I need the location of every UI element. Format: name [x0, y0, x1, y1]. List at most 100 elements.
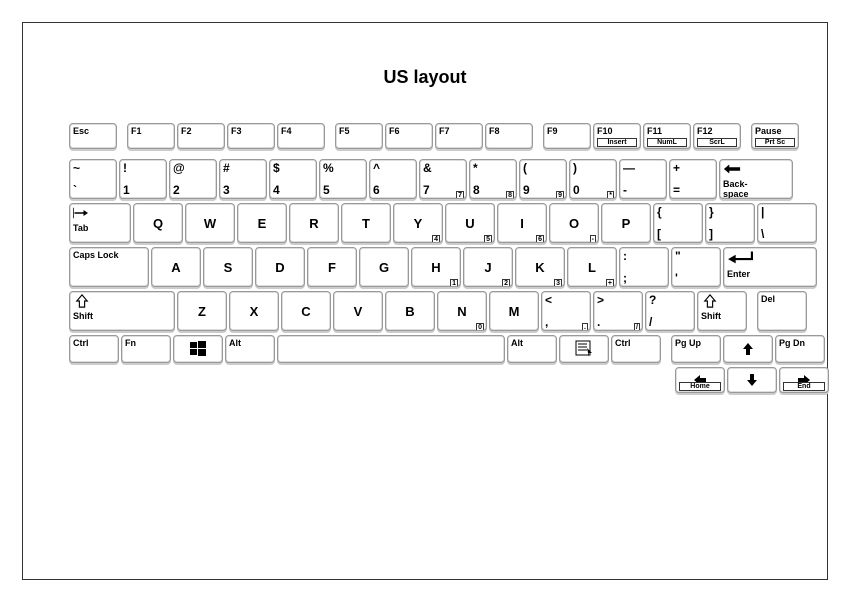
key-m[interactable]: M [489, 291, 539, 331]
key-5[interactable]: %5 [319, 159, 367, 199]
key-9[interactable]: (99 [519, 159, 567, 199]
key-label: Shift [73, 311, 171, 321]
key-k[interactable]: K3 [515, 247, 565, 287]
key-s[interactable]: S [203, 247, 253, 287]
key-j[interactable]: J2 [463, 247, 513, 287]
key-o[interactable]: O- [549, 203, 599, 243]
key-capslock[interactable]: Caps Lock [69, 247, 149, 287]
key-pause[interactable]: PausePrt Sc [751, 123, 799, 149]
key-pgup[interactable]: Pg Up [671, 335, 721, 363]
key-7[interactable]: &77 [419, 159, 467, 199]
key-c[interactable]: C [281, 291, 331, 331]
key-lctrl[interactable]: Ctrl [69, 335, 119, 363]
row-number: ~`!1@2#3$4%5^6&77*88(99)0*—-+=Back- spac… [69, 159, 829, 199]
key-pgdn[interactable]: Pg Dn [775, 335, 825, 363]
key-g[interactable]: G [359, 247, 409, 287]
key-z[interactable]: Z [177, 291, 227, 331]
key-6[interactable]: ^6 [369, 159, 417, 199]
key-f[interactable]: F [307, 247, 357, 287]
key-lbracket[interactable]: {[ [653, 203, 703, 243]
key-r[interactable]: R [289, 203, 339, 243]
key-rctrl[interactable]: Ctrl [611, 335, 661, 363]
key-left[interactable]: Home [675, 367, 725, 393]
key-letter: S [207, 250, 249, 284]
key-upper: ? [649, 294, 691, 306]
key-f7[interactable]: F7 [435, 123, 483, 149]
key-lshift[interactable]: Shift [69, 291, 175, 331]
key-rbracket[interactable]: }] [705, 203, 755, 243]
key-fn[interactable]: Fn [121, 335, 171, 363]
key-f5[interactable]: F5 [335, 123, 383, 149]
key-up[interactable] [723, 335, 773, 363]
row-function: Esc F1F2F3F4 F5F6F7F8 F9F10InsertF11NumLF12… [69, 123, 829, 149]
key-lower: ] [709, 228, 751, 240]
key-down[interactable] [727, 367, 777, 393]
key-a[interactable]: A [151, 247, 201, 287]
key-l[interactable]: L+ [567, 247, 617, 287]
key-e[interactable]: E [237, 203, 287, 243]
key-label: Fn [125, 338, 167, 348]
key-backspace[interactable]: Back- space [719, 159, 793, 199]
key-lalt[interactable]: Alt [225, 335, 275, 363]
key-right[interactable]: End [779, 367, 829, 393]
key-menu[interactable] [559, 335, 609, 363]
key-v[interactable]: V [333, 291, 383, 331]
key-sublabel: NumL [647, 138, 687, 147]
key-0[interactable]: )0* [569, 159, 617, 199]
key-tab[interactable]: Tab [69, 203, 131, 243]
key-del[interactable]: Del [757, 291, 807, 331]
key-y[interactable]: Y4 [393, 203, 443, 243]
key-f2[interactable]: F2 [177, 123, 225, 149]
key-f11[interactable]: F11NumL [643, 123, 691, 149]
key-semicolon[interactable]: :; [619, 247, 669, 287]
key-esc[interactable]: Esc [69, 123, 117, 149]
key-label: Ctrl [615, 338, 657, 348]
key-f10[interactable]: F10Insert [593, 123, 641, 149]
key-lower: = [673, 184, 713, 196]
key-period[interactable]: >./ [593, 291, 643, 331]
key-ralt[interactable]: Alt [507, 335, 557, 363]
key-f1[interactable]: F1 [127, 123, 175, 149]
key-w[interactable]: W [185, 203, 235, 243]
key-numpad-hint: / [634, 323, 640, 331]
key-enter[interactable]: Enter [723, 247, 817, 287]
title: US layout [23, 67, 827, 88]
key-d[interactable]: D [255, 247, 305, 287]
key-b[interactable]: B [385, 291, 435, 331]
key-backslash[interactable]: |\ [757, 203, 817, 243]
key-f4[interactable]: F4 [277, 123, 325, 149]
key-quote[interactable]: "' [671, 247, 721, 287]
row-qwerty: TabQWERTY4U5I6O-P{[}]|\ [69, 203, 829, 243]
key-rshift[interactable]: Shift [697, 291, 747, 331]
key-1[interactable]: !1 [119, 159, 167, 199]
key-f8[interactable]: F8 [485, 123, 533, 149]
key-win[interactable] [173, 335, 223, 363]
key-equals[interactable]: += [669, 159, 717, 199]
key-q[interactable]: Q [133, 203, 183, 243]
key-f6[interactable]: F6 [385, 123, 433, 149]
key-u[interactable]: U5 [445, 203, 495, 243]
key-grave[interactable]: ~` [69, 159, 117, 199]
key-lower: ; [623, 272, 665, 284]
key-x[interactable]: X [229, 291, 279, 331]
key-3[interactable]: #3 [219, 159, 267, 199]
key-space[interactable] [277, 335, 505, 363]
key-f3[interactable]: F3 [227, 123, 275, 149]
key-slash[interactable]: ?/ [645, 291, 695, 331]
tab-icon [73, 206, 127, 223]
key-lower: \ [761, 228, 813, 240]
key-minus[interactable]: —- [619, 159, 667, 199]
key-h[interactable]: H1 [411, 247, 461, 287]
key-2[interactable]: @2 [169, 159, 217, 199]
key-p[interactable]: P [601, 203, 651, 243]
key-lower: - [623, 184, 663, 196]
key-8[interactable]: *88 [469, 159, 517, 199]
key-t[interactable]: T [341, 203, 391, 243]
key-n[interactable]: N0 [437, 291, 487, 331]
key-i[interactable]: I6 [497, 203, 547, 243]
key-f9[interactable]: F9 [543, 123, 591, 149]
key-comma[interactable]: <,. [541, 291, 591, 331]
key-upper: * [473, 162, 513, 174]
key-f12[interactable]: F12ScrL [693, 123, 741, 149]
key-4[interactable]: $4 [269, 159, 317, 199]
